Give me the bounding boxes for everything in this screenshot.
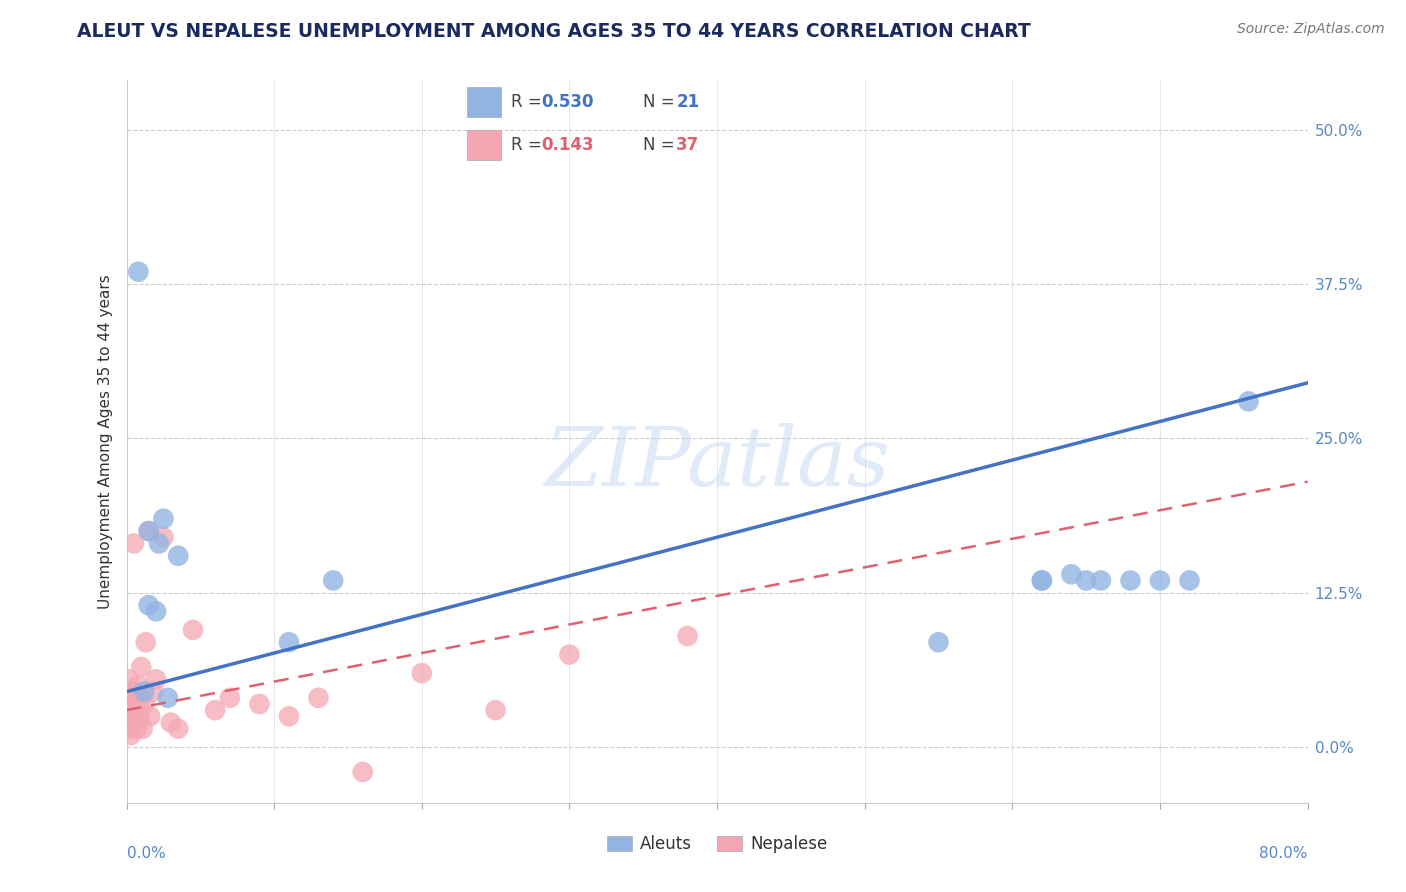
FancyBboxPatch shape [467, 87, 501, 117]
Text: 80.0%: 80.0% [1260, 847, 1308, 861]
Text: 21: 21 [676, 93, 699, 112]
Point [122, 536, 145, 550]
Text: 0.530: 0.530 [541, 93, 593, 112]
Text: 37: 37 [676, 136, 700, 154]
Point [152, 530, 174, 544]
Point [485, 703, 508, 717]
Point [411, 666, 433, 681]
Text: ZIPatlas: ZIPatlas [544, 423, 890, 503]
Point [138, 598, 160, 612]
Point [135, 635, 157, 649]
Point [117, 709, 139, 723]
Point [249, 697, 271, 711]
Point [152, 512, 174, 526]
Y-axis label: Unemployment Among Ages 35 to 44 years: Unemployment Among Ages 35 to 44 years [98, 274, 114, 609]
Point [1119, 574, 1142, 588]
Point [124, 697, 146, 711]
Point [1090, 574, 1112, 588]
Point [142, 684, 165, 698]
Legend: Aleuts, Nepalese: Aleuts, Nepalese [600, 828, 834, 860]
Text: N =: N = [643, 136, 673, 154]
Point [1076, 574, 1098, 588]
Point [322, 574, 344, 588]
Text: R =: R = [510, 93, 541, 112]
Point [148, 536, 170, 550]
Point [160, 715, 183, 730]
Point [352, 764, 374, 779]
Point [132, 722, 155, 736]
Point [120, 703, 142, 717]
Point [129, 660, 153, 674]
Point [1178, 574, 1201, 588]
Point [134, 684, 156, 698]
Point [558, 648, 581, 662]
Text: R =: R = [510, 136, 541, 154]
Point [125, 722, 148, 736]
Point [121, 684, 143, 698]
Point [122, 709, 145, 723]
Point [139, 709, 162, 723]
Point [219, 690, 242, 705]
Point [1031, 574, 1053, 588]
Point [1060, 567, 1083, 582]
Point [117, 690, 139, 705]
Text: 0.0%: 0.0% [127, 847, 166, 861]
Text: ALEUT VS NEPALESE UNEMPLOYMENT AMONG AGES 35 TO 44 YEARS CORRELATION CHART: ALEUT VS NEPALESE UNEMPLOYMENT AMONG AGE… [77, 22, 1031, 41]
Point [278, 635, 301, 649]
Point [129, 690, 153, 705]
Point [167, 722, 190, 736]
Point [278, 709, 301, 723]
Text: N =: N = [643, 93, 673, 112]
Point [118, 673, 141, 687]
Point [928, 635, 950, 649]
Point [156, 690, 179, 705]
Point [204, 703, 226, 717]
Point [145, 604, 167, 618]
Point [167, 549, 190, 563]
Point [1031, 574, 1053, 588]
Point [308, 690, 330, 705]
Text: 0.143: 0.143 [541, 136, 593, 154]
FancyBboxPatch shape [467, 130, 501, 160]
Point [145, 673, 167, 687]
Point [127, 678, 149, 692]
Point [181, 623, 204, 637]
Point [676, 629, 699, 643]
Point [117, 697, 139, 711]
Point [1237, 394, 1260, 409]
Point [127, 265, 149, 279]
Text: Source: ZipAtlas.com: Source: ZipAtlas.com [1237, 22, 1385, 37]
Point [118, 722, 141, 736]
Point [134, 697, 156, 711]
Point [1149, 574, 1171, 588]
Point [128, 709, 150, 723]
Point [138, 524, 160, 538]
Point [120, 728, 142, 742]
Point [138, 524, 160, 538]
